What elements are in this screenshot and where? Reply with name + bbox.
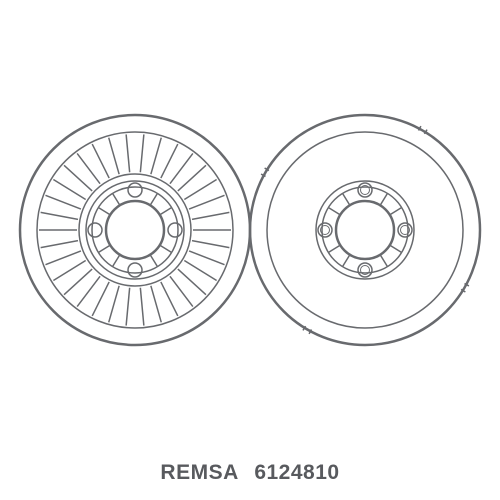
disc-svg [0, 25, 500, 435]
product-footer: REMSA 6124810 [0, 461, 500, 485]
brand-label: REMSA [160, 461, 238, 484]
part-number: 6124810 [254, 461, 339, 484]
brake-disc-diagram [0, 25, 500, 435]
